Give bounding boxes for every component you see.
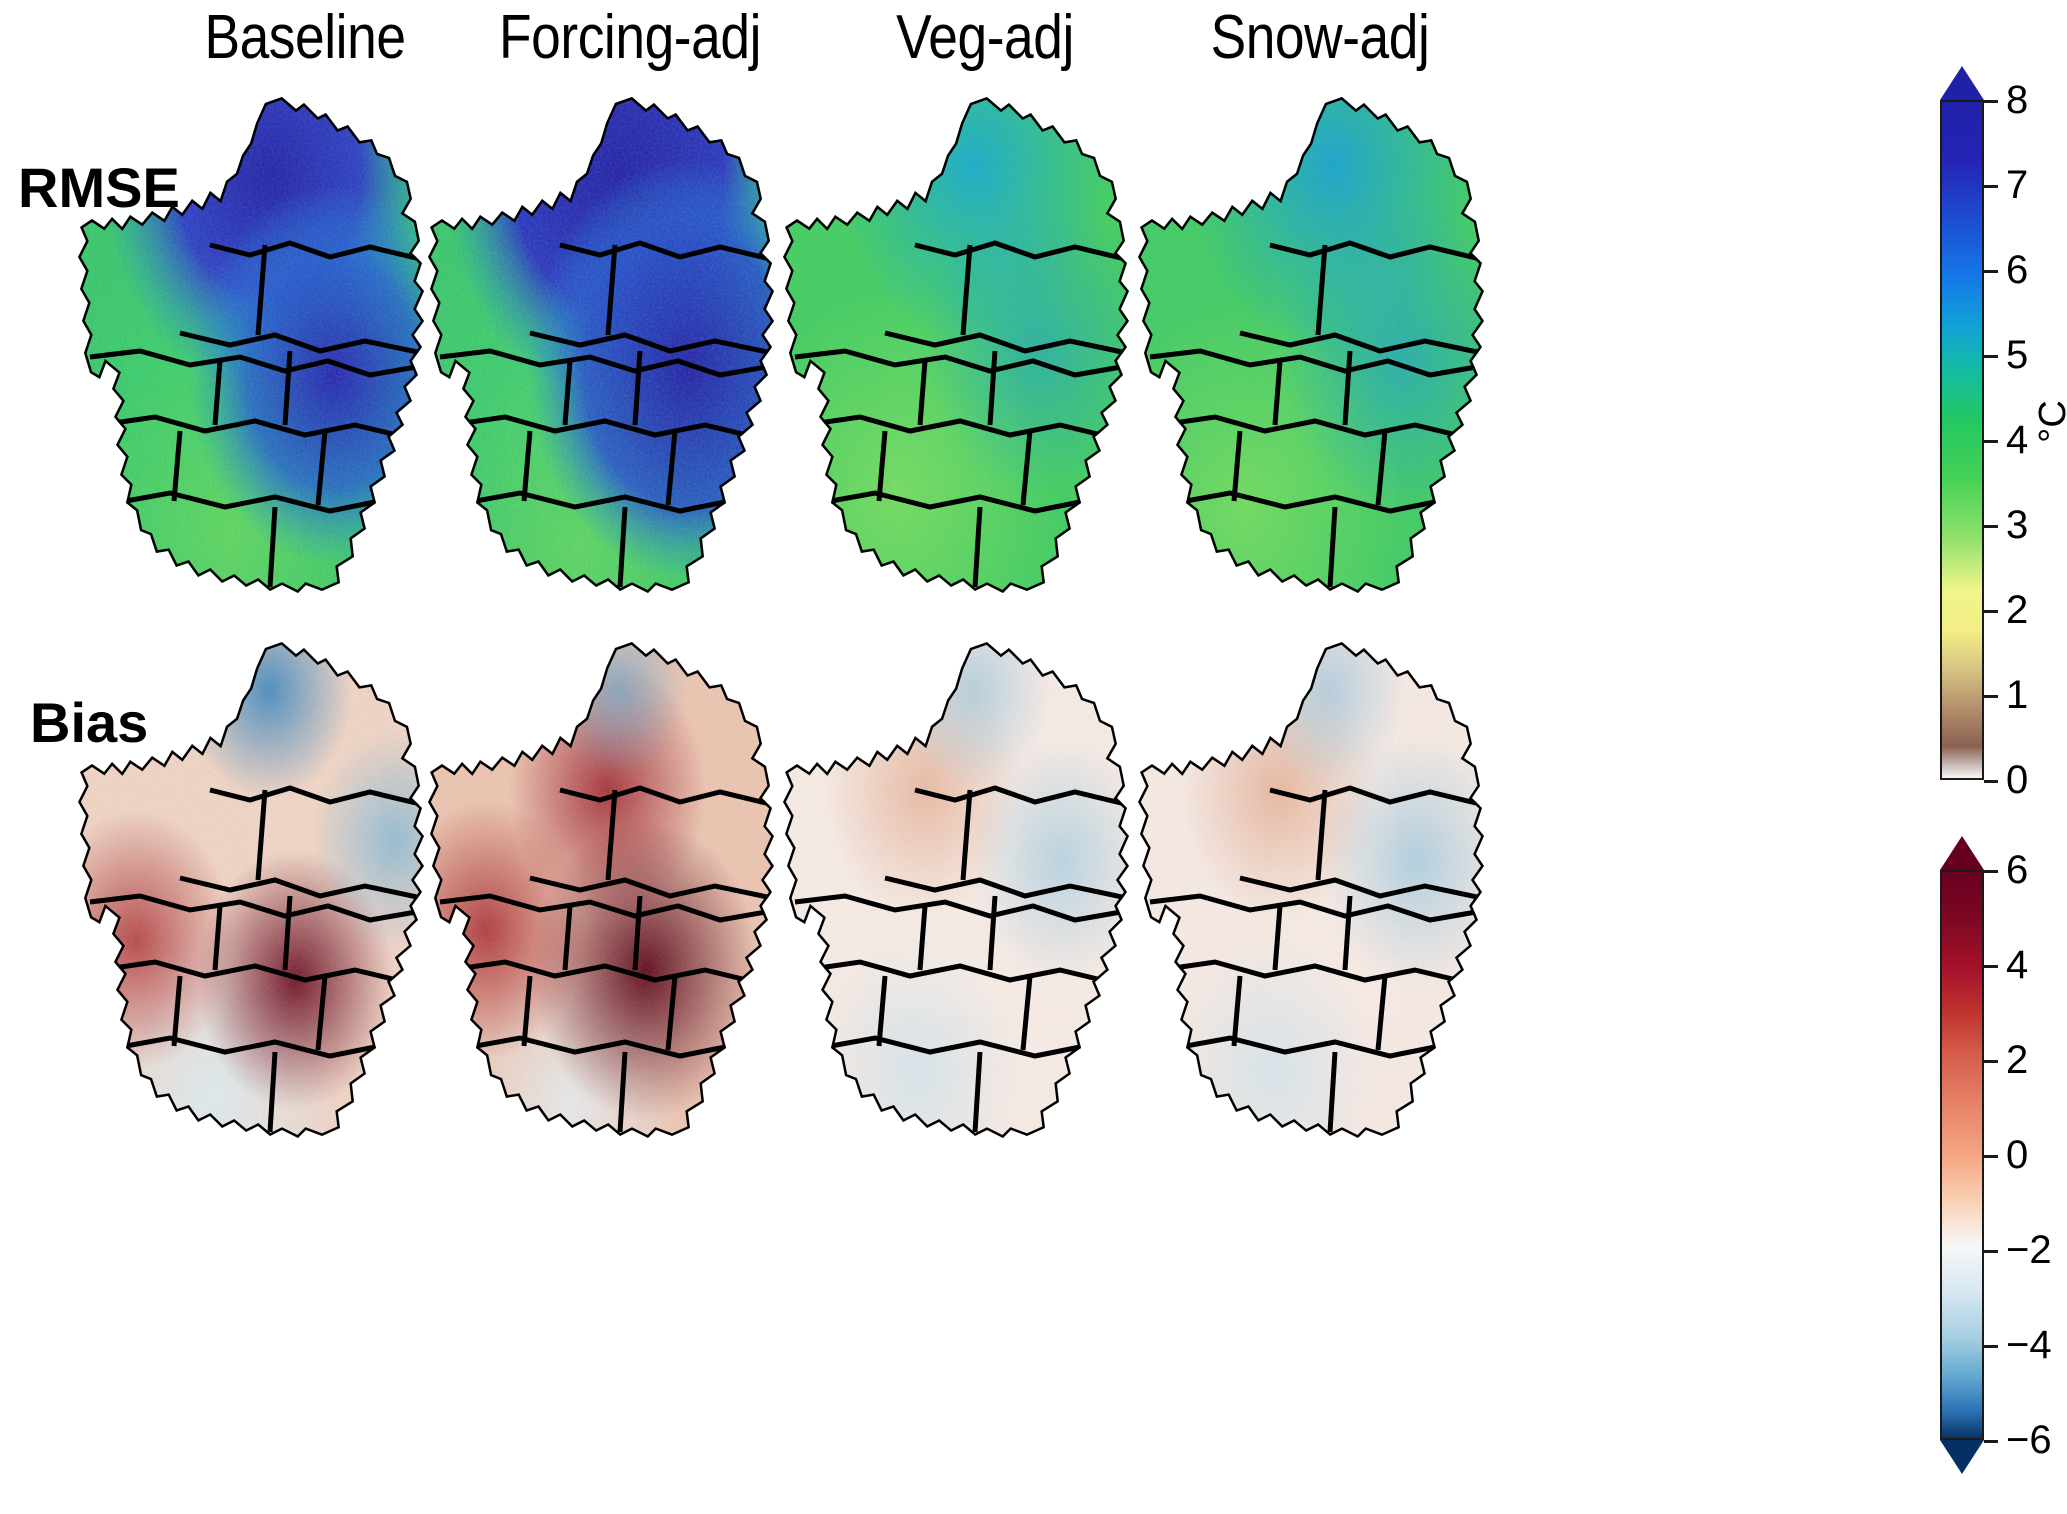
rmse-colorbar-gradient <box>1940 100 1984 780</box>
map-panel-bias-veg-adj[interactable] <box>765 640 1145 1140</box>
tick-mark <box>1984 185 1998 188</box>
tick-mark <box>1984 1060 1998 1063</box>
tick-label: 4 <box>2006 418 2029 462</box>
tick-label: 5 <box>2006 333 2029 377</box>
colorbar-extend-arrow-max <box>1940 66 1984 100</box>
tick-mark <box>1984 695 1998 698</box>
tick-mark <box>1984 1440 1998 1443</box>
tick-mark <box>1984 440 1998 443</box>
tick-label: −6 <box>2006 1418 2052 1462</box>
rmse-colorbar-unit-label: °C <box>2031 400 2067 443</box>
tick-label: 2 <box>2006 1038 2029 1082</box>
tick-mark <box>1984 610 1998 613</box>
tick-mark <box>1984 355 1998 358</box>
tick-mark <box>1984 1345 1998 1348</box>
tick-label: −4 <box>2006 1323 2052 1367</box>
column-title-veg-adj: Veg-adj <box>896 3 1074 72</box>
colorbar-extend-arrow-max <box>1940 836 1984 870</box>
map-panel-rmse-snow-adj[interactable] <box>1120 95 1500 595</box>
tick-label: 1 <box>2006 673 2029 717</box>
tick-mark <box>1984 525 1998 528</box>
tick-label: −2 <box>2006 1228 2052 1272</box>
tick-label: 3 <box>2006 503 2029 547</box>
rmse-colorbar[interactable]: 8 7 6 5 4 3 2 1 0 °C <box>1940 66 2067 800</box>
tick-label: 0 <box>2006 1133 2029 1177</box>
bias-colorbar[interactable]: 6 4 2 0 −2 −4 −6 °C <box>1940 836 2052 1474</box>
tick-mark <box>1984 780 1998 783</box>
map-panel-bias-forcing-adj[interactable] <box>410 640 790 1140</box>
tick-label: 8 <box>2006 78 2029 122</box>
tick-label: 4 <box>2006 943 2029 987</box>
column-title-snow-adj: Snow-adj <box>1210 3 1430 72</box>
tick-label: 6 <box>2006 848 2029 892</box>
tick-label: 7 <box>2006 163 2029 207</box>
map-panel-rmse-forcing-adj[interactable] <box>410 95 790 595</box>
tick-mark <box>1984 270 1998 273</box>
tick-label: 6 <box>2006 248 2029 292</box>
tick-mark <box>1984 1155 1998 1158</box>
map-panel-rmse-veg-adj[interactable] <box>765 95 1145 595</box>
row-label-rmse: RMSE <box>18 156 180 219</box>
bias-colorbar-gradient <box>1940 870 1984 1440</box>
tick-label: 2 <box>2006 588 2029 632</box>
tick-mark <box>1984 870 1998 873</box>
map-panel-bias-baseline[interactable] <box>60 640 440 1140</box>
map-panel-bias-snow-adj[interactable] <box>1120 640 1500 1140</box>
tick-mark <box>1984 965 1998 968</box>
tick-label: 0 <box>2006 758 2029 802</box>
map-panel-rmse-baseline[interactable] <box>60 95 440 595</box>
tick-mark <box>1984 1250 1998 1253</box>
colorbar-extend-arrow-min <box>1940 1440 1984 1474</box>
row-label-bias: Bias <box>30 691 149 754</box>
column-title-baseline: Baseline <box>204 3 406 72</box>
tick-mark <box>1984 100 1998 103</box>
column-title-forcing-adj: Forcing-adj <box>499 3 761 72</box>
